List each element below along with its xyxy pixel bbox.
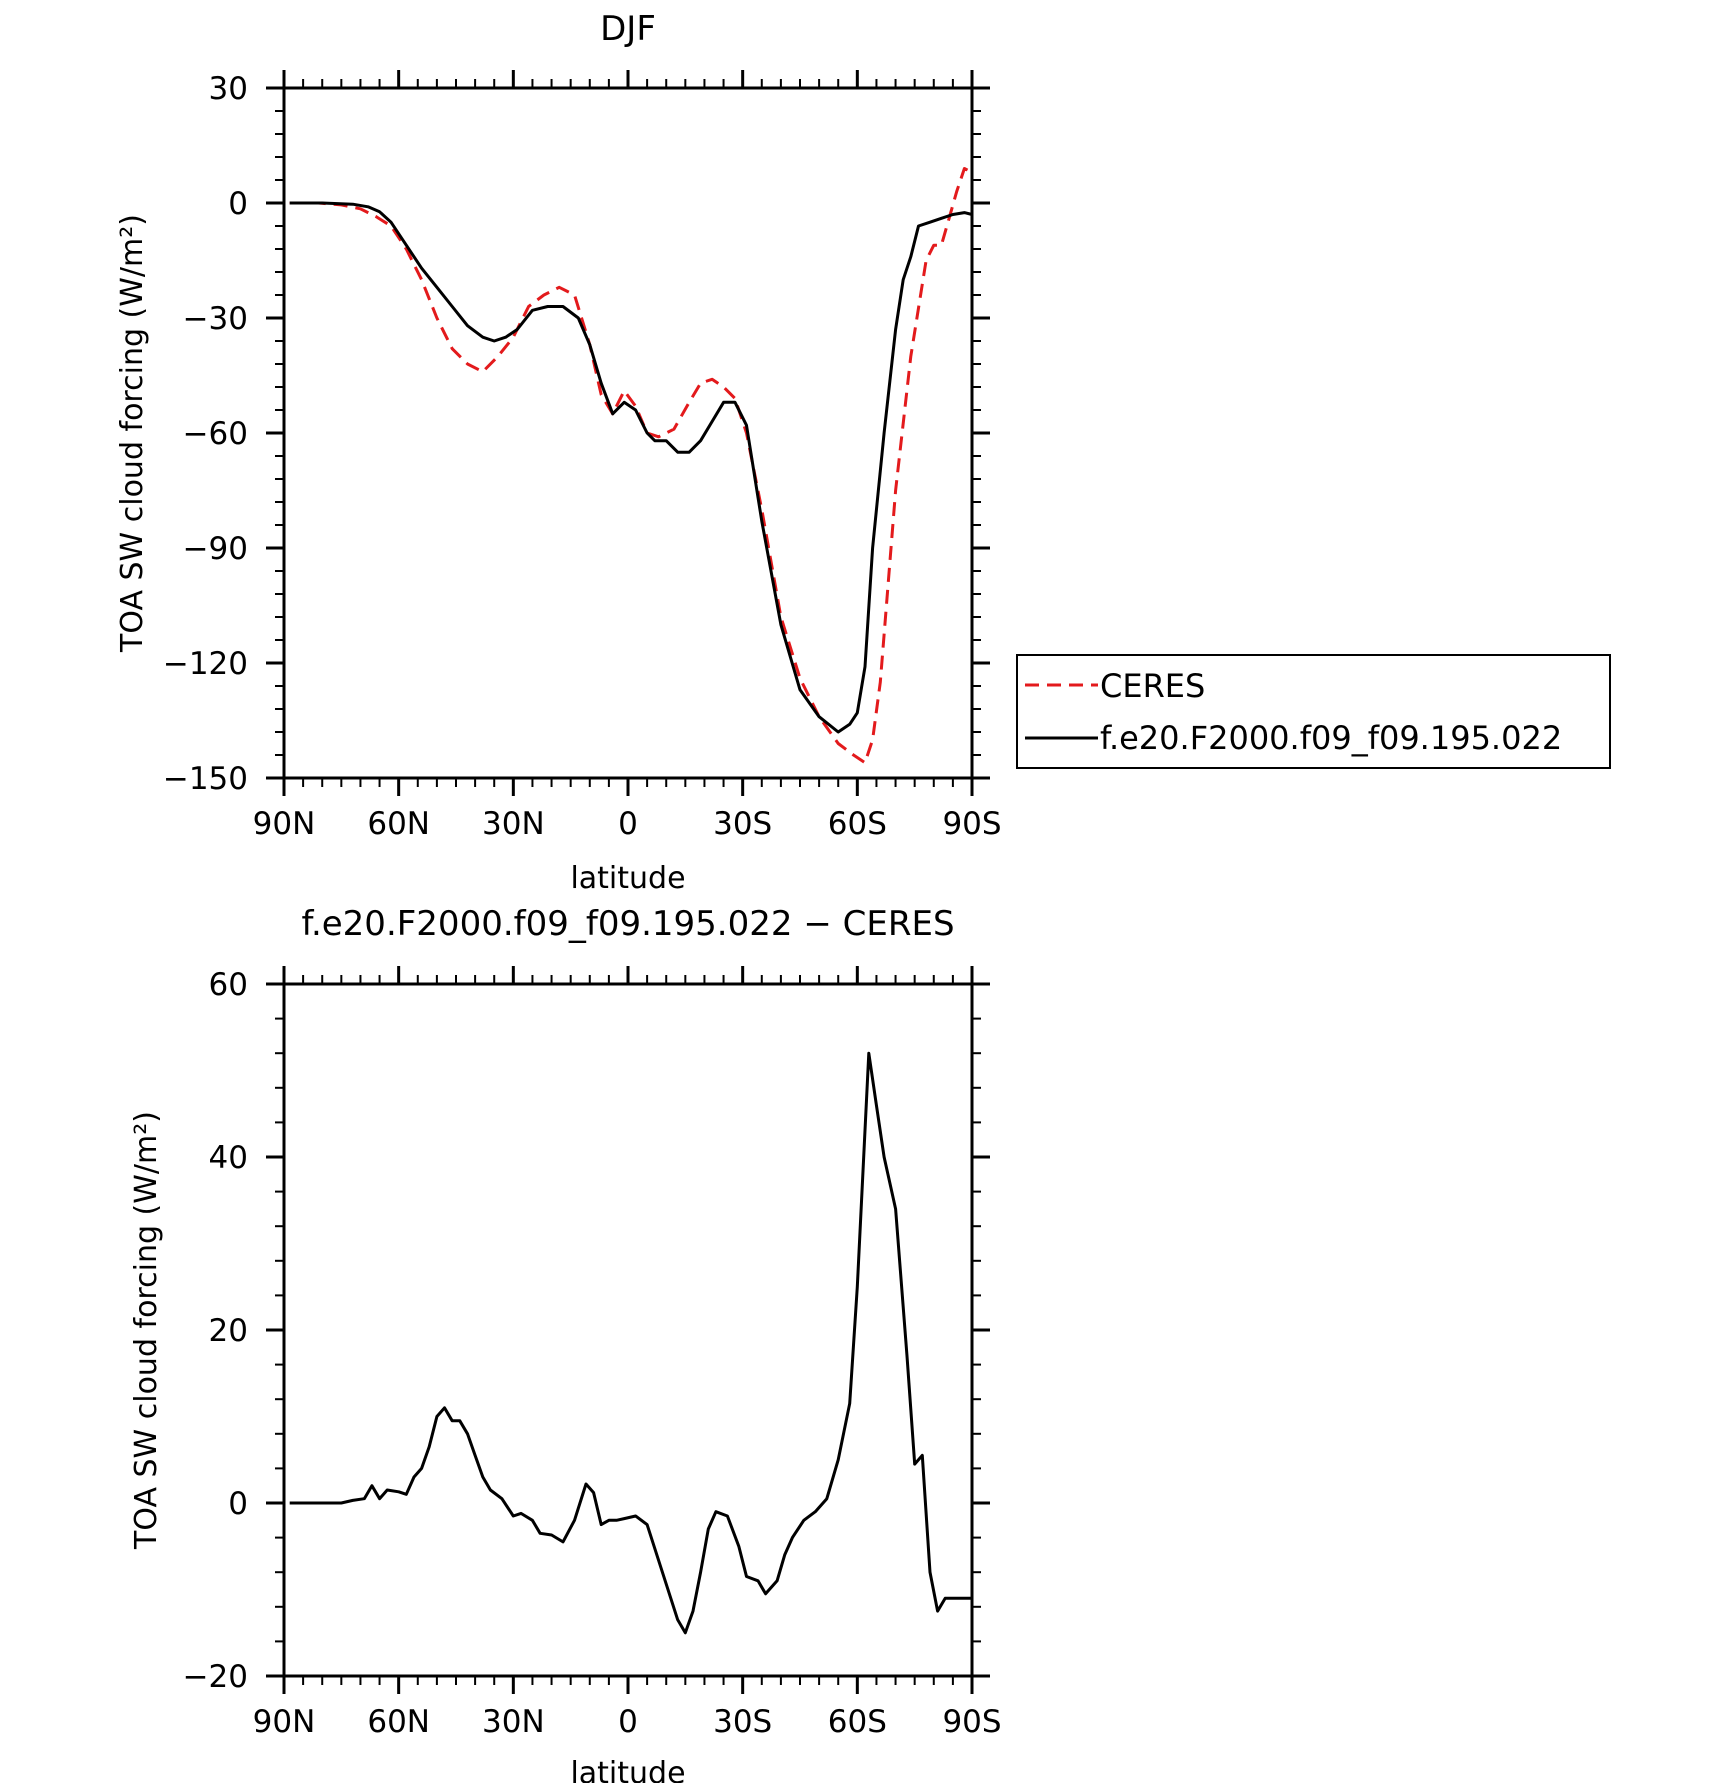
legend-label-ceres: CERES [1100,667,1205,705]
panel-top-title: DJF [600,9,656,49]
panel-bottom-xlabel: latitude [570,1756,685,1783]
top-x-tick-label: 60N [367,806,430,842]
legend-box [1016,654,1611,769]
legend: CERES f.e20.F2000.f09_f09.195.022 [1016,654,1611,769]
top-x-tick-label: 30S [713,806,772,842]
panel-bottom-ylabel: TOA SW cloud forcing (W/m²) [129,1111,164,1550]
top-y-tick-label: −60 [183,416,248,452]
top-x-tick-label: 90S [942,806,1001,842]
panel-top-ylabel: TOA SW cloud forcing (W/m²) [115,214,150,653]
bottom-y-tick-label: 0 [228,1486,248,1522]
bottom-series-line-0 [289,1051,972,1635]
top-series-line-0 [289,167,973,765]
top-y-tick-label: −120 [163,646,248,682]
top-y-tick-label: 0 [228,186,248,222]
bottom-x-tick-label: 30N [482,1704,545,1740]
top-x-tick-label: 90N [253,806,316,842]
panel-top: DJF 90N 60N 30N 0 30S 60S 90S 30 0 −30 −60 −90 −120 −… [115,9,1611,896]
bottom-y-tick-label: 20 [209,1313,248,1349]
top-y-tick-label: −90 [183,531,248,567]
bottom-x-tick-label: 90N [253,1704,316,1740]
bottom-x-tick-label: 60S [828,1704,887,1740]
bottom-x-tick-label: 0 [618,1704,638,1740]
top-series-line-1 [289,201,973,734]
panel-bottom: f.e20.F2000.f09_f09.195.022 − CERES 90N 6… [129,904,1002,1783]
bottom-y-tick-label: 60 [209,967,248,1003]
top-y-tick-label: 30 [209,71,248,107]
panel-bottom-frame [282,982,974,1678]
panel-top-frame [282,86,974,780]
top-x-tick-label: 30N [482,806,545,842]
panel-top-xlabel: latitude [570,861,685,896]
top-x-tick-label: 0 [618,806,638,842]
top-x-tick-label: 60S [828,806,887,842]
bottom-x-tick-label: 60N [367,1704,430,1740]
bottom-y-tick-label: −20 [183,1659,248,1695]
bottom-y-tick-label: 40 [209,1140,248,1176]
panel-bottom-title: f.e20.F2000.f09_f09.195.022 − CERES [301,904,954,944]
legend-label-model: f.e20.F2000.f09_f09.195.022 [1100,719,1562,757]
top-y-tick-label: −30 [183,301,248,337]
top-y-tick-label: −150 [163,761,248,797]
bottom-x-tick-label: 30S [713,1704,772,1740]
bottom-x-tick-label: 90S [942,1704,1001,1740]
